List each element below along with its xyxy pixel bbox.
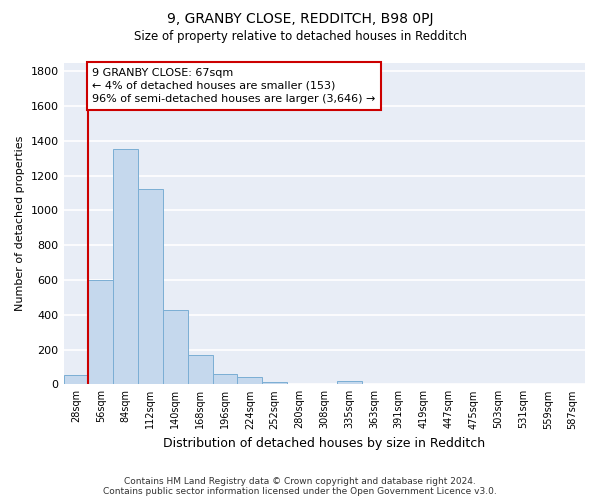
Text: Contains HM Land Registry data © Crown copyright and database right 2024.
Contai: Contains HM Land Registry data © Crown c… [103,476,497,496]
X-axis label: Distribution of detached houses by size in Redditch: Distribution of detached houses by size … [163,437,485,450]
Bar [113,150,138,384]
Bar [88,280,113,384]
Text: 9, GRANBY CLOSE, REDDITCH, B98 0PJ: 9, GRANBY CLOSE, REDDITCH, B98 0PJ [167,12,433,26]
Y-axis label: Number of detached properties: Number of detached properties [15,136,25,311]
Bar [262,382,287,384]
Bar [238,378,262,384]
Text: Size of property relative to detached houses in Redditch: Size of property relative to detached ho… [133,30,467,43]
Bar [212,374,238,384]
Bar [64,374,88,384]
Bar [337,381,362,384]
Text: 9 GRANBY CLOSE: 67sqm
← 4% of detached houses are smaller (153)
96% of semi-deta: 9 GRANBY CLOSE: 67sqm ← 4% of detached h… [92,68,376,104]
Bar [163,310,188,384]
Bar [138,188,163,384]
Bar [188,354,212,384]
